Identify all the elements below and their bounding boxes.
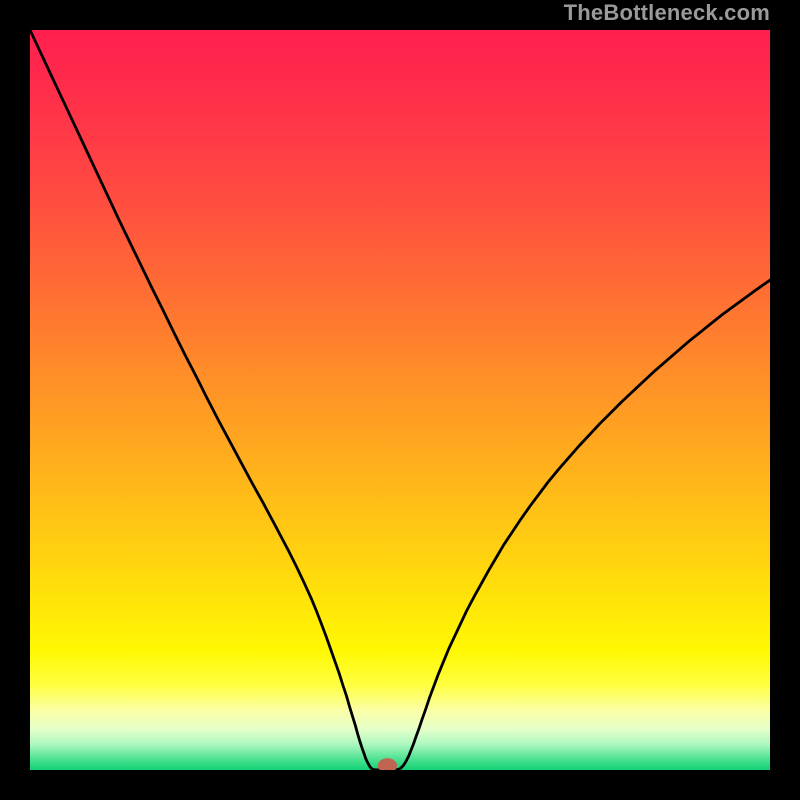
gradient-background — [30, 30, 770, 770]
plot-area — [30, 30, 770, 770]
chart-stage: TheBottleneck.com — [0, 0, 800, 800]
watermark-text: TheBottleneck.com — [564, 0, 770, 26]
plot-svg — [30, 30, 770, 770]
